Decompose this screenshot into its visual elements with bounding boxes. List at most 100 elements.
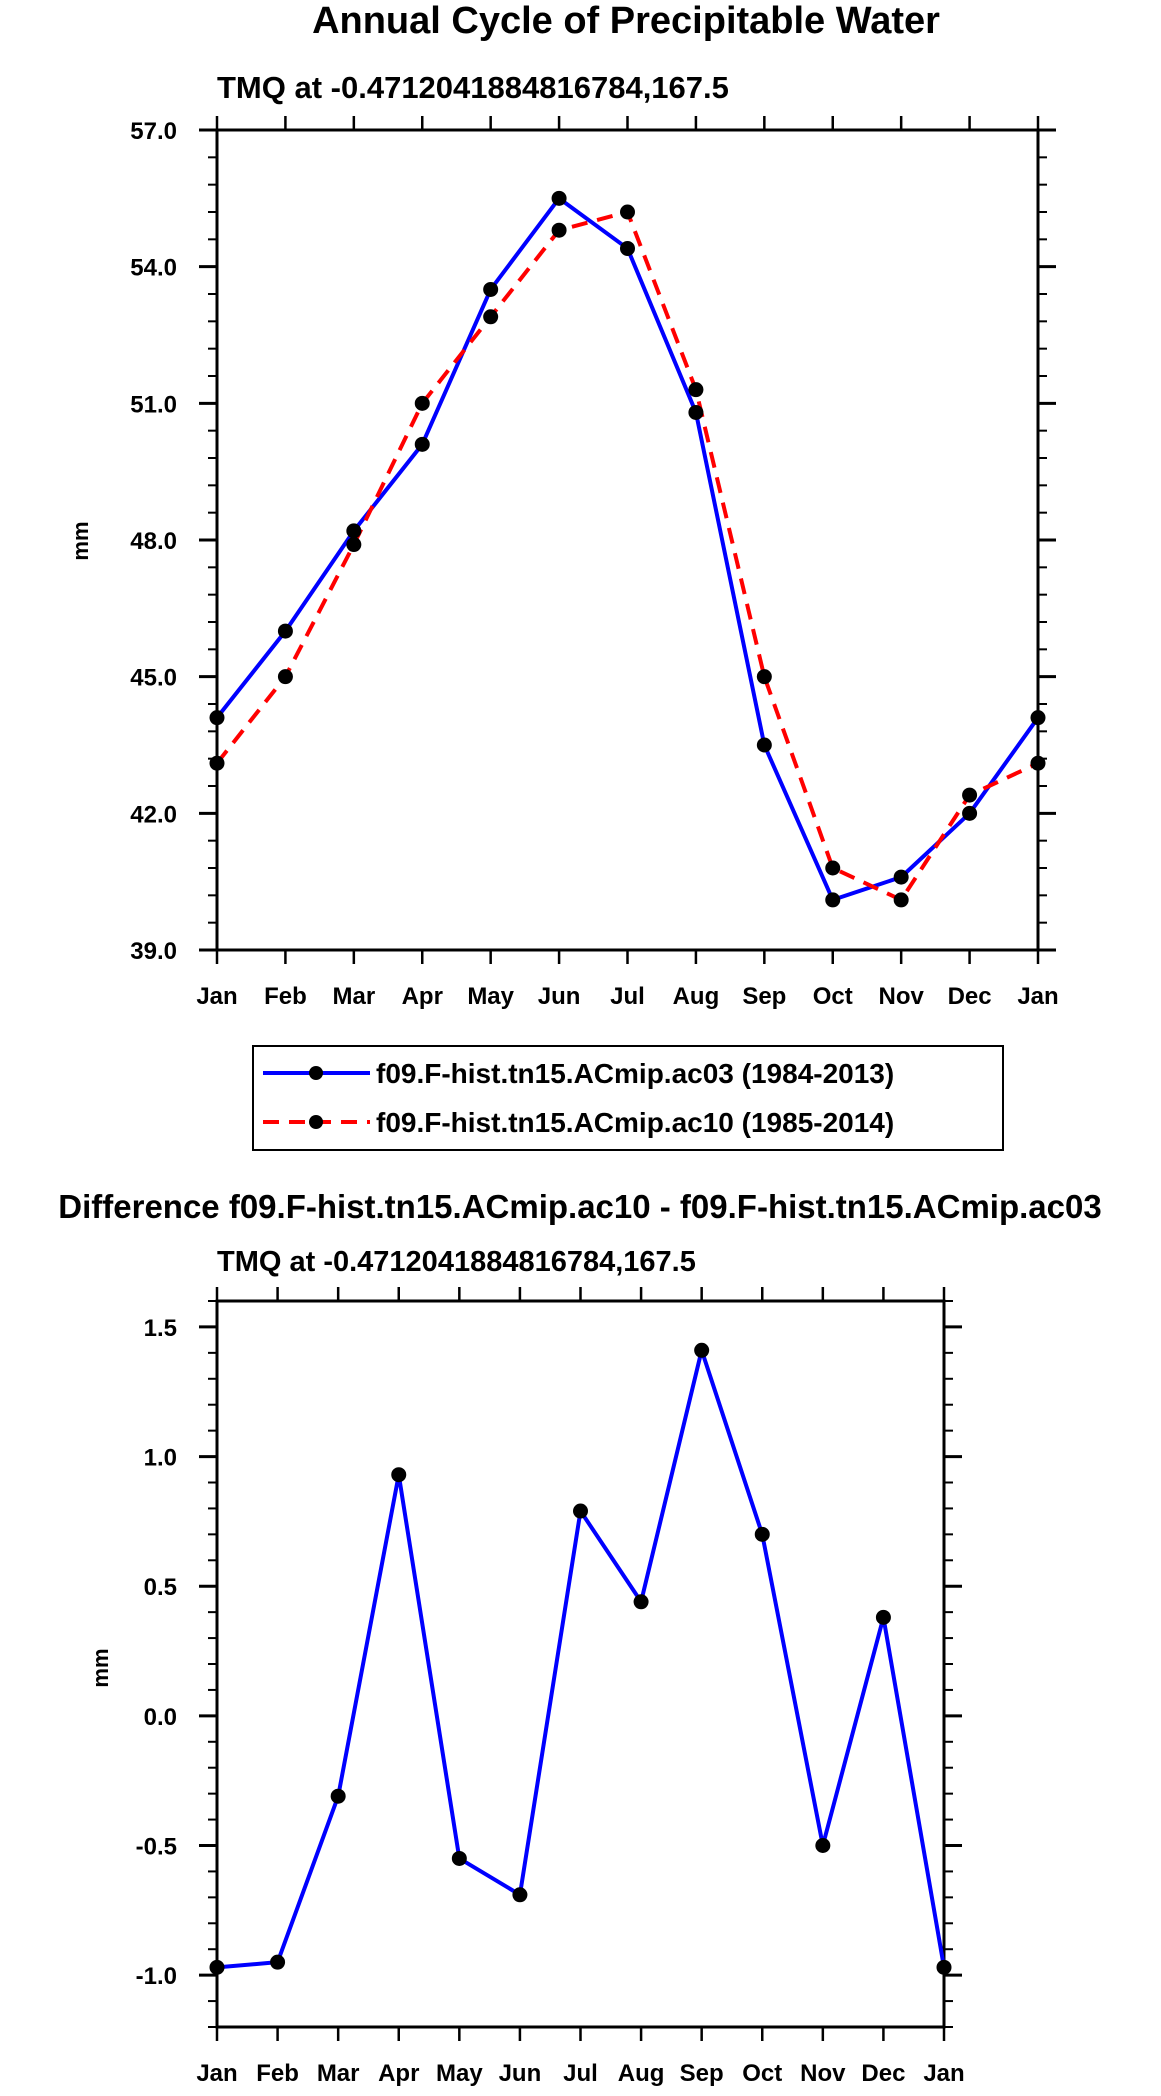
chart1-series-group [209,190,1046,908]
chart2-series-0-point [330,1788,346,1804]
chart1-series-1-point [756,669,772,685]
chart1-legend: f09.F-hist.tn15.ACmip.ac03 (1984-2013) f… [252,1045,1004,1151]
chart1-xtick-label: Feb [264,983,307,1010]
chart1-series-1-point [893,892,909,908]
chart1-series-line-1 [215,210,1039,902]
chart2-series-0-point [270,1954,286,1970]
chart1-xtick-label: Jun [538,983,581,1010]
chart2-series-0-point [451,1850,467,1866]
chart1-series-0-point [893,869,909,885]
chart2-xtick-label: Mar [317,2060,360,2087]
chart1-series-line-0 [215,196,1040,902]
chart2-xtick-label: Aug [618,2060,665,2087]
chart1-series-1-point [962,787,978,803]
chart1-ytick-label: 57.0 [130,118,177,145]
chart2-ytick-label: 0.0 [144,1704,177,1731]
chart1-series-0-point [346,523,362,539]
legend-box [252,1045,1004,1151]
chart1-series-0-point [209,710,225,726]
chart2-ytick-label: 0.5 [144,1574,177,1601]
chart1-series-0-point [688,404,704,420]
chart2-series-0-point [633,1594,649,1610]
chart1-series-1-point [414,395,430,411]
chart1-xtick-label: Aug [673,983,720,1010]
chart2-subtitle: TMQ at -0.4712041884816784,167.5 [217,1246,696,1278]
chart1-series-1-point [551,222,567,238]
legend-label-ac03: f09.F-hist.tn15.ACmip.ac03 (1984-2013) [376,1058,894,1089]
chart1-xtick-label: Sep [742,983,786,1010]
chart1-series-0-point [277,623,293,639]
chart2-series-line-0 [216,1348,946,1970]
chart1-ytick-label: 39.0 [130,938,177,965]
chart2-xtick-label: Dec [861,2060,905,2087]
chart2-xtick-label: Sep [680,2060,724,2087]
chart1-xtick-label: Apr [402,983,443,1010]
chart1-ytick-label: 45.0 [130,665,177,692]
chart1-series-0-point [1030,710,1046,726]
chart1-xtick-label: Jan [196,983,237,1010]
chart2-series-0-point [875,1609,891,1625]
chart2-series-0-point [754,1526,770,1542]
chart1-xtick-label: Nov [878,983,924,1010]
chart1-ytick-label: 48.0 [130,528,177,555]
chart1-series-1-point [209,755,225,771]
chart2-xtick-label: Nov [800,2060,846,2087]
chart2-ylabel: mm [88,1648,113,1687]
chart1-ylabel: mm [68,521,93,560]
chart2-ytick-label: -1.0 [136,1963,177,1990]
chart1-series-1-point [346,537,362,553]
chart1-title: Annual Cycle of Precipitable Water [312,0,940,42]
chart1-series-0-point [414,436,430,452]
chart2-series-0-point [512,1887,528,1903]
chart1-series-1-point [825,860,841,876]
chart1-series-1-point [620,204,635,220]
chart2-ytick-label: 1.0 [144,1445,177,1472]
chart1-xtick-label: Mar [332,983,375,1010]
chart1-series-0-point [483,281,499,297]
chart1-axes: Jan Feb Mar Apr May Jun Jul Aug Sep Oct Nov Dec Jan 3… [130,116,1059,1010]
chart2-xtick-label: Jan [196,2060,237,2087]
chart2-series-group [209,1342,952,1975]
chart2-series-0-point [936,1959,952,1975]
chart1-series-0-point [756,737,772,753]
chart1-series-1-point [1030,755,1046,771]
chart1-series-0-point [551,190,567,206]
chart1-ytick-label: 51.0 [130,391,177,418]
chart2-axes: Jan Feb Mar Apr May Jun Jul Aug Sep Oct Nov Dec Jan -… [136,1287,965,2087]
chart2-series-0-point [391,1467,407,1483]
chart2-xtick-label: Jan [923,2060,964,2087]
chart2-series-0-point [209,1959,225,1975]
annual-cycle-chart: Annual Cycle of Precipitable Water TMQ a… [68,0,1059,1151]
chart1-series-0-point [962,805,978,821]
chart1-series-1-point [277,669,293,685]
chart2-series-0-point [815,1838,831,1853]
chart1-ytick-label: 54.0 [130,255,177,282]
chart2-xtick-label: Jul [563,2060,598,2087]
chart1-xtick-label: May [467,983,514,1010]
chart1-xtick-label: Jul [610,983,645,1010]
chart1-series-1-point [483,309,499,325]
chart2-series-0-point [573,1503,588,1519]
chart2-xtick-label: May [436,2060,483,2087]
chart1-xtick-label: Dec [948,983,992,1010]
chart2-ytick-label: 1.5 [144,1315,177,1342]
chart2-xtick-label: Jun [499,2060,542,2087]
chart1-subtitle: TMQ at -0.4712041884816784,167.5 [217,70,729,105]
chart1-xtick-label: Jan [1017,983,1058,1010]
chart2-title: Difference f09.F-hist.tn15.ACmip.ac10 - … [58,1188,1101,1225]
chart1-series-0-point [825,892,841,908]
chart1-series-0-point [620,240,635,256]
chart2-ytick-label: -0.5 [136,1834,177,1861]
legend-marker-ac03 [309,1066,323,1080]
difference-chart: Difference f09.F-hist.tn15.ACmip.ac10 - … [58,1188,1101,2087]
legend-marker-ac10 [309,1115,323,1129]
chart1-ytick-label: 42.0 [130,801,177,828]
chart1-xtick-label: Oct [813,983,853,1010]
chart1-series-1-point [688,382,704,398]
chart2-xtick-label: Apr [378,2060,419,2087]
legend-label-ac10: f09.F-hist.tn15.ACmip.ac10 (1985-2014) [376,1107,894,1138]
chart2-xtick-label: Oct [742,2060,782,2087]
chart2-series-0-point [694,1342,710,1358]
chart2-xtick-label: Feb [256,2060,299,2087]
